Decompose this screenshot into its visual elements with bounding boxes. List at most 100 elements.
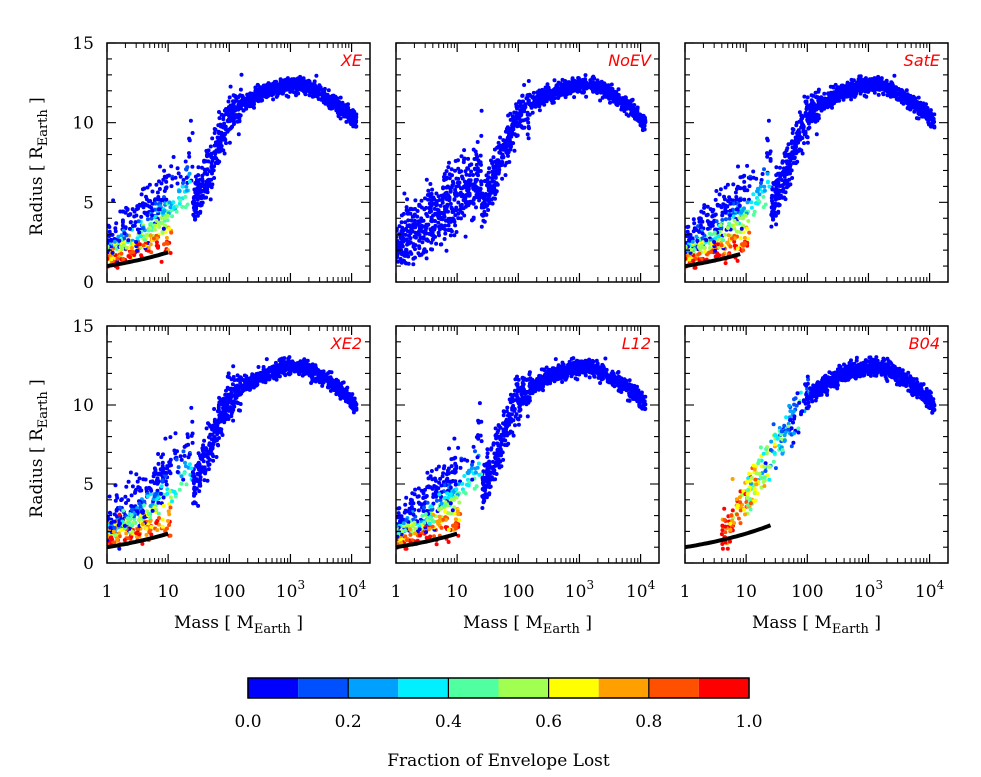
data-point <box>190 164 195 169</box>
data-point <box>797 148 802 153</box>
data-point <box>720 218 725 222</box>
data-point <box>538 99 543 104</box>
data-point <box>212 176 217 180</box>
data-point <box>511 118 516 123</box>
data-point <box>749 205 754 210</box>
data-point <box>735 258 740 263</box>
data-point <box>429 240 434 245</box>
data-point <box>507 137 512 142</box>
data-point <box>183 205 188 210</box>
data-point <box>537 108 542 113</box>
data-point <box>778 165 782 170</box>
data-point <box>790 176 795 180</box>
data-point <box>196 165 201 170</box>
data-point <box>424 256 429 261</box>
data-point <box>512 148 517 153</box>
data-point <box>126 213 131 218</box>
data-point <box>858 85 862 90</box>
data-point <box>228 104 233 109</box>
data-point <box>814 116 819 121</box>
data-point <box>248 91 253 96</box>
data-point <box>918 102 923 107</box>
data-point <box>497 150 502 155</box>
data-point <box>462 148 467 153</box>
data-point <box>774 222 779 227</box>
data-point <box>144 232 149 237</box>
data-point <box>419 198 424 203</box>
data-point <box>249 99 254 104</box>
data-point <box>705 226 710 231</box>
data-point <box>440 200 445 205</box>
data-point <box>462 213 467 218</box>
data-point <box>170 214 175 219</box>
data-point <box>892 73 897 78</box>
data-point <box>210 136 215 141</box>
data-point <box>864 84 869 89</box>
data-point <box>726 199 731 203</box>
data-point <box>132 223 137 228</box>
data-point <box>413 255 417 260</box>
data-point <box>918 105 923 110</box>
data-point <box>153 214 158 219</box>
data-point <box>161 210 166 215</box>
data-point <box>221 114 226 118</box>
data-point <box>765 179 770 184</box>
data-point <box>145 210 150 215</box>
data-point <box>490 201 495 206</box>
data-point <box>329 100 334 105</box>
data-point <box>162 242 166 247</box>
data-point <box>110 232 115 237</box>
data-point <box>819 108 824 113</box>
data-point <box>761 194 766 199</box>
data-point <box>702 205 707 210</box>
data-point <box>164 179 169 184</box>
data-point <box>456 158 460 163</box>
data-point <box>428 194 433 199</box>
data-point <box>152 227 157 232</box>
data-point <box>890 94 894 99</box>
scatter-points <box>107 355 359 551</box>
data-point <box>446 165 451 170</box>
data-point <box>527 102 532 107</box>
data-point <box>740 242 744 247</box>
data-point <box>485 197 490 202</box>
data-point <box>475 140 480 144</box>
data-point <box>482 219 487 224</box>
data-point <box>584 94 589 99</box>
data-point <box>298 74 303 79</box>
data-point <box>479 108 484 113</box>
data-point <box>845 80 850 85</box>
data-point <box>486 208 491 212</box>
data-point <box>196 173 201 178</box>
data-point <box>469 169 474 174</box>
data-point <box>338 95 343 100</box>
data-point <box>230 109 235 114</box>
data-point <box>692 221 697 226</box>
data-point <box>884 83 889 88</box>
data-point <box>719 243 724 248</box>
data-point <box>471 186 476 191</box>
data-point <box>590 76 595 81</box>
data-point <box>221 148 226 153</box>
data-point <box>348 114 353 119</box>
data-point <box>167 200 172 205</box>
data-point <box>183 194 188 199</box>
data-point <box>688 235 693 240</box>
data-point <box>187 171 192 176</box>
data-point <box>708 246 712 250</box>
data-point <box>141 226 145 231</box>
data-point <box>737 216 742 220</box>
data-point <box>436 214 441 219</box>
data-point <box>751 169 756 174</box>
data-point <box>453 168 457 173</box>
data-point <box>537 93 542 98</box>
data-point <box>509 134 514 139</box>
data-point <box>155 190 160 195</box>
data-point <box>228 84 233 89</box>
data-point <box>795 137 800 142</box>
data-point <box>111 198 116 203</box>
data-point <box>713 236 718 241</box>
data-point <box>236 132 241 137</box>
data-point <box>598 98 603 103</box>
data-point <box>450 210 455 214</box>
